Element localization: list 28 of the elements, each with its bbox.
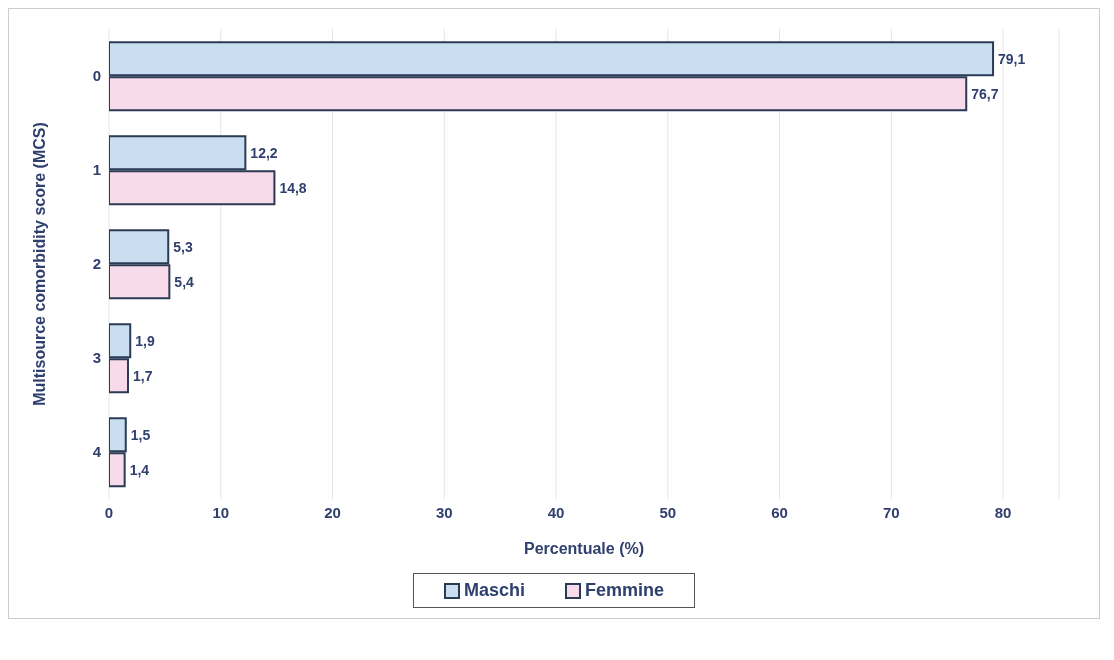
data-label: 5,3 (173, 238, 193, 255)
data-label: 5,4 (174, 273, 195, 290)
data-label: 79,1 (998, 50, 1026, 67)
legend-label: Maschi (462, 580, 525, 601)
data-label: 14,8 (279, 179, 307, 196)
x-tick-label: 50 (659, 503, 677, 521)
y-tick-label: 1 (92, 161, 101, 179)
x-tick-label: 20 (324, 503, 341, 521)
data-label: 1,4 (129, 461, 150, 478)
x-tick-label: 30 (435, 503, 453, 521)
x-tick-label: 60 (771, 503, 788, 521)
x-tick-label: 10 (212, 503, 230, 521)
x-axis-title: Percentuale (%) (523, 540, 645, 557)
data-label: 1,9 (135, 332, 155, 349)
data-label: 1,5 (130, 426, 151, 443)
x-tick-label: 70 (883, 503, 900, 521)
data-label: 76,7 (971, 85, 999, 102)
y-tick-label: 4 (92, 443, 102, 461)
y-tick-label: 0 (92, 67, 101, 85)
legend-label: Femmine (584, 580, 665, 601)
x-tick-label: 0 (104, 503, 114, 521)
y-tick-label: 3 (92, 349, 101, 367)
data-label: 1,7 (133, 367, 153, 384)
data-label: 12,2 (250, 144, 278, 161)
y-tick-label: 2 (92, 255, 101, 273)
x-tick-label: 40 (547, 503, 565, 521)
y-axis-title: Multisource comorbidity score (MCS) (30, 122, 48, 406)
x-tick-label: 80 (994, 503, 1012, 521)
